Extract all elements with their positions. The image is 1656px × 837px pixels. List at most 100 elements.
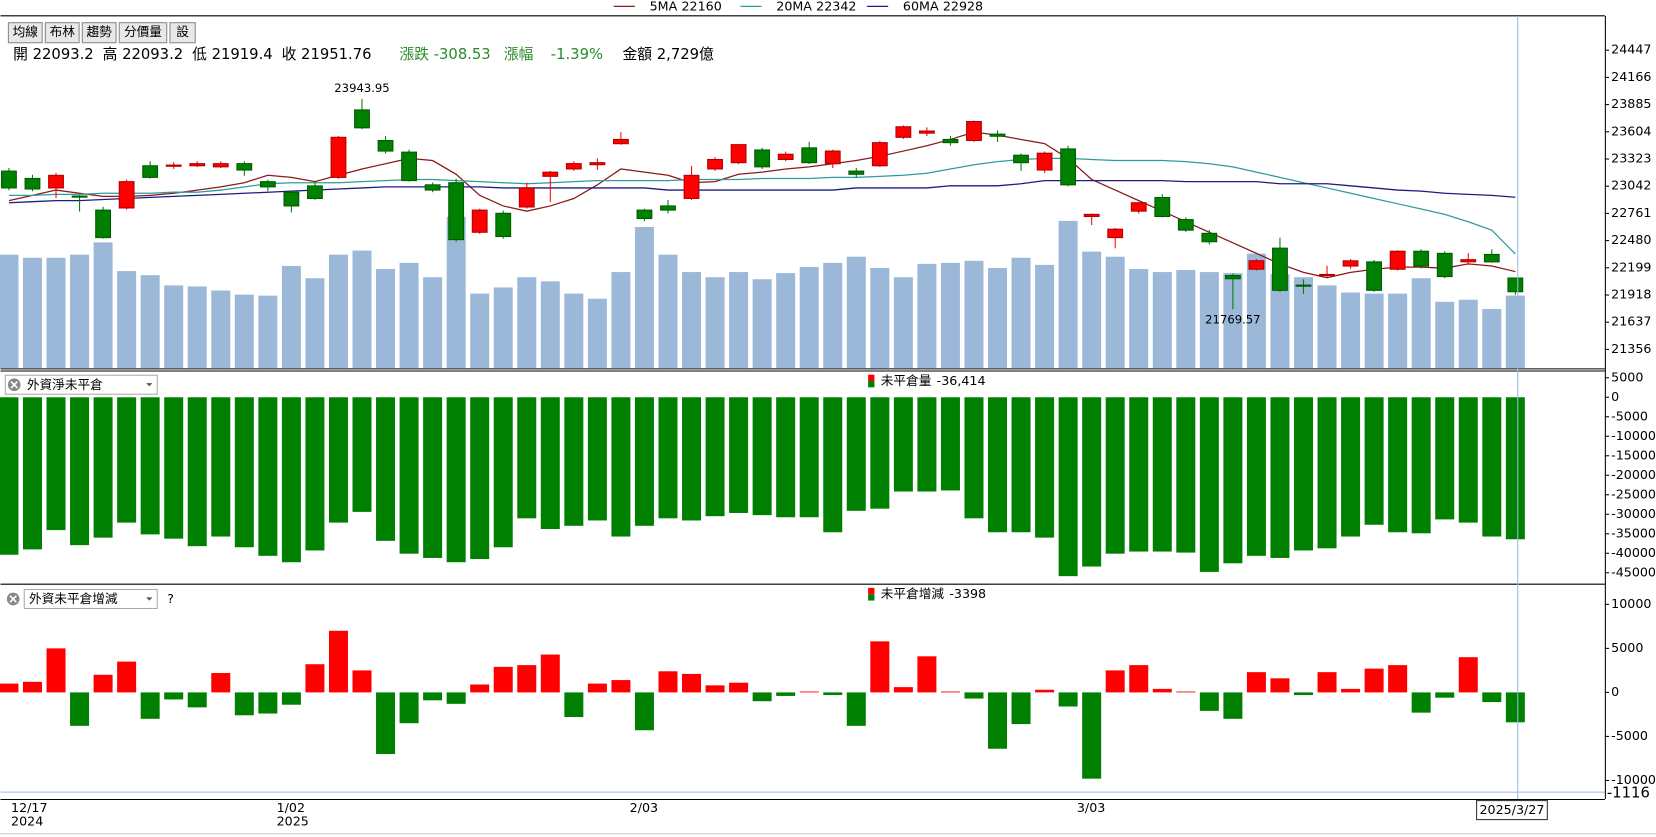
volume-bar: [93, 242, 113, 369]
bar: [423, 397, 443, 558]
candle-body: [307, 185, 323, 200]
volume-bar: [70, 254, 90, 369]
candle-body: [1083, 213, 1100, 218]
bar: [752, 692, 772, 702]
candle-body: [989, 133, 1006, 137]
button-label: 布林: [50, 24, 76, 39]
button[interactable]: 布林: [44, 22, 80, 44]
bar: [1129, 397, 1149, 552]
volume-bar: [564, 293, 584, 369]
volume-bar: [187, 286, 207, 369]
legend-value: 22160: [681, 0, 721, 13]
bar: [776, 397, 796, 518]
candle-body: [518, 187, 535, 208]
quote-label: 收: [282, 46, 297, 63]
selector[interactable]: 外資未平倉增減: [6, 588, 158, 610]
legend-entry: 60MA 22928: [903, 0, 983, 13]
quote-value: -1.39%: [551, 46, 603, 63]
candle-body: [1342, 260, 1359, 267]
bar: [988, 692, 1008, 749]
button[interactable]: 均線: [7, 22, 43, 44]
bar: [1388, 665, 1408, 693]
volume-bar: [1011, 257, 1031, 369]
help-icon[interactable]: ?: [167, 591, 174, 606]
candle-body: [118, 181, 135, 209]
bar: [470, 397, 490, 560]
bar: [399, 397, 419, 554]
candle-body: [189, 163, 206, 167]
volume-bar: [1129, 269, 1149, 369]
bar: [1317, 397, 1337, 549]
volume-bar: [1364, 293, 1384, 369]
volume-bar: [470, 293, 490, 369]
volume-bar: [752, 279, 772, 369]
y-tick-label: -5000: [1611, 728, 1648, 743]
legend-value: 22928: [943, 0, 983, 13]
bar: [1176, 397, 1196, 553]
volume-bar: [1223, 273, 1243, 369]
bar: [352, 670, 372, 693]
bar: [587, 397, 607, 521]
bar: [564, 397, 584, 526]
quote-value: 2,729億: [657, 46, 714, 63]
cursor-value: -1116: [1607, 785, 1650, 802]
button[interactable]: 趨勢: [81, 22, 117, 44]
candle-body: [377, 139, 394, 152]
candle-body: [636, 209, 653, 220]
candle-body: [918, 130, 935, 134]
y-tick-label: -15000: [1611, 447, 1656, 462]
bar: [1223, 692, 1243, 719]
y-tick-label: 5000: [1611, 369, 1643, 384]
candle-body: [966, 121, 982, 142]
bar: [658, 671, 678, 693]
volume-bar: [634, 227, 654, 369]
button[interactable]: 設: [169, 22, 196, 44]
bar: [93, 397, 113, 538]
y-tick-label: 24166: [1611, 69, 1651, 84]
bar: [1458, 397, 1478, 523]
bar: [328, 630, 348, 693]
candle-body: [1, 170, 17, 189]
bar: [658, 397, 678, 519]
bar: [1505, 397, 1525, 540]
button[interactable]: 分價量: [118, 22, 168, 44]
y-tick-label: -40000: [1611, 545, 1656, 560]
volume-bar: [211, 290, 231, 369]
quote-value: 21919.4: [212, 46, 273, 63]
candle-body: [895, 126, 912, 138]
y-tick-label: 22199: [1611, 259, 1651, 274]
candle-body: [942, 138, 959, 144]
bar: [1435, 397, 1455, 520]
y-tick-label: -30000: [1611, 506, 1656, 521]
bar: [1199, 692, 1219, 711]
bar: [964, 397, 984, 519]
candle-body: [1413, 250, 1430, 267]
bar: [446, 692, 466, 704]
bar: [117, 397, 137, 523]
bar: [281, 692, 301, 705]
bar: [399, 692, 419, 724]
bar: [611, 680, 631, 693]
legend-name: 60MA: [903, 0, 939, 13]
candle-body: [1460, 259, 1477, 263]
volume-bar: [517, 277, 537, 369]
volume-bar: [611, 272, 631, 369]
candle-body: [424, 184, 441, 191]
legend-entry: 5MA 22160: [650, 0, 722, 13]
quote-label: 高: [103, 46, 118, 63]
bar: [988, 397, 1008, 533]
bar: [493, 666, 513, 693]
legend-icon: [868, 587, 875, 595]
y-tick-label: 23042: [1611, 178, 1651, 193]
quote-value: -308.53: [434, 46, 491, 63]
y-tick-label: 23604: [1611, 123, 1651, 138]
candle-body: [495, 212, 512, 238]
bar: [1246, 672, 1266, 693]
bar: [70, 397, 90, 546]
volume-bar: [352, 250, 372, 369]
volume-bar: [328, 254, 348, 369]
volume-bar: [234, 294, 254, 369]
volume-bar: [776, 273, 796, 369]
selector[interactable]: 外資淨未平倉: [4, 374, 158, 395]
